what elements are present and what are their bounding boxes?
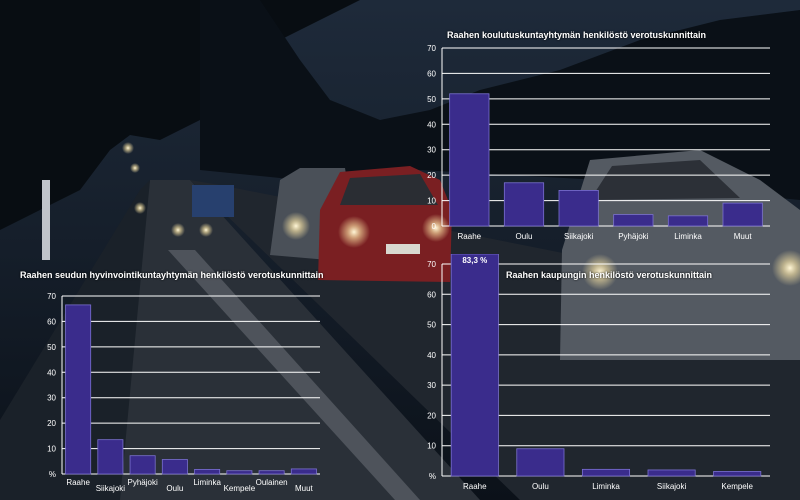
y-tick-label: 20: [427, 171, 436, 180]
x-tick-label: Muut: [295, 484, 314, 493]
x-tick-label: Pyhäjoki: [128, 478, 158, 487]
bar: [722, 202, 763, 227]
bar: [581, 468, 631, 477]
x-tick-label: Oulu: [532, 482, 549, 491]
y-tick-label: 60: [427, 69, 436, 78]
x-tick-label: Muut: [734, 232, 753, 241]
x-tick-label: Raahe: [66, 478, 90, 487]
x-tick-label: Pyhäjoki: [618, 232, 648, 241]
bar: [290, 468, 317, 475]
y-tick-label: 10: [427, 197, 436, 206]
y-tick-label: 60: [47, 317, 56, 326]
chart-1-plot: 0 10 20 30 40 50 60 70 Raahe Oulu Siikajoki Pyhäjok…: [427, 44, 770, 241]
bar: [558, 189, 599, 227]
data-label: 83,3 %: [462, 256, 487, 265]
chart-2-title: Raahen seudun hyvinvointikuntayhtymän he…: [20, 270, 324, 280]
y-tick-label: %: [49, 470, 56, 479]
bar: [129, 455, 156, 475]
y-tick-label: 0: [432, 222, 437, 231]
x-tick-label: Raahe: [458, 232, 482, 241]
bar: [647, 469, 696, 477]
bar: [516, 448, 565, 477]
x-tick-label: Kempele: [721, 482, 753, 491]
x-tick-label: Siikajoki: [564, 232, 594, 241]
y-tick-label: %: [429, 472, 436, 481]
bar: [226, 470, 253, 475]
y-tick-label: 30: [427, 146, 436, 155]
x-tick-label: Siikajoki: [657, 482, 687, 491]
y-tick-label: 50: [47, 343, 56, 352]
y-tick-label: 40: [427, 120, 436, 129]
y-tick-label: 40: [427, 351, 436, 360]
x-tick-label: Liminka: [592, 482, 620, 491]
y-tick-label: 20: [47, 419, 56, 428]
bar: [97, 439, 124, 475]
y-tick-label: 30: [427, 381, 436, 390]
x-tick-label: Liminka: [193, 478, 221, 487]
chart-3-title: Raahen kaupungin henkilöstö verotuskunni…: [506, 270, 713, 280]
y-tick-label: 50: [427, 321, 436, 330]
y-tick-label: 70: [47, 292, 56, 301]
x-tick-label: Oulu: [516, 232, 533, 241]
x-tick-label: Oulu: [166, 484, 183, 493]
bar: [613, 214, 654, 227]
chart-3-plot: % 10 20 30 40 50 60 70 Raahe 83,3 % Oulu Liminka Sii…: [427, 254, 770, 491]
bar: [449, 93, 490, 227]
x-tick-label: Raahe: [463, 482, 487, 491]
x-tick-label: Liminka: [674, 232, 702, 241]
y-tick-label: 20: [427, 411, 436, 420]
bar: [667, 215, 709, 227]
bar: [258, 470, 285, 475]
y-tick-label: 50: [427, 95, 436, 104]
y-tick-label: 70: [427, 44, 436, 53]
x-tick-label: Kempele: [224, 484, 256, 493]
bar: [503, 182, 545, 227]
y-tick-label: 30: [47, 394, 56, 403]
y-tick-label: 70: [427, 260, 436, 269]
bar: [65, 304, 92, 475]
y-tick-label: 40: [47, 368, 56, 377]
y-tick-label: 10: [427, 442, 436, 451]
bar: [194, 469, 221, 475]
y-tick-label: 60: [427, 290, 436, 299]
x-tick-label: Oulainen: [256, 478, 288, 487]
x-tick-label: Siikajoki: [96, 484, 126, 493]
y-tick-label: 10: [47, 445, 56, 454]
bar: [450, 254, 499, 477]
chart-1-title: Raahen koulutuskuntayhtymän henkilöstö v…: [447, 30, 707, 40]
bar: [713, 471, 762, 477]
bar: [161, 459, 188, 475]
